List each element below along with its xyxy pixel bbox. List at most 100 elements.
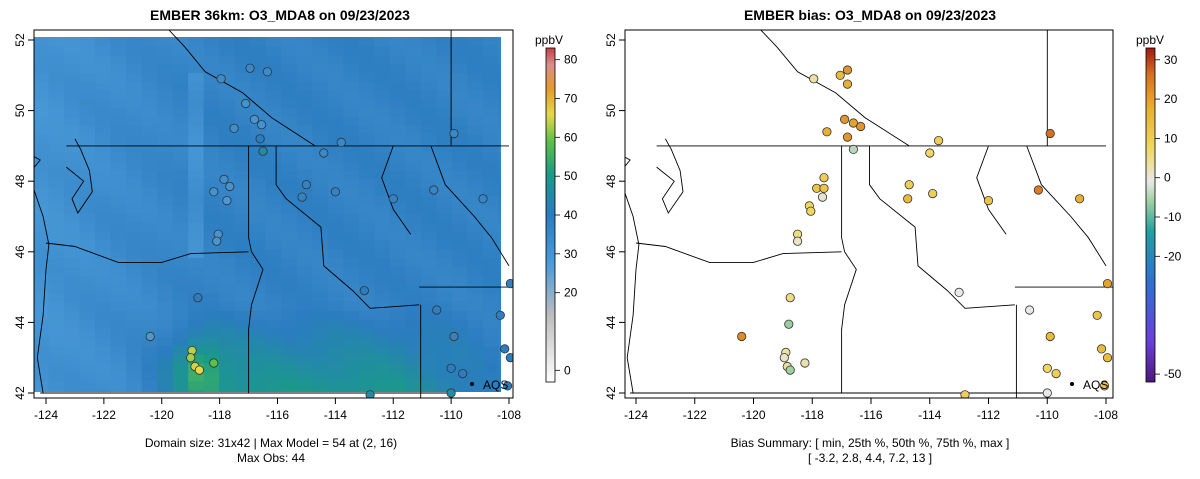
heatmap-cell bbox=[141, 196, 158, 206]
heatmap-cell bbox=[157, 363, 174, 374]
heatmap-cell bbox=[436, 90, 453, 101]
heatmap-cell bbox=[312, 108, 329, 118]
heatmap-cell bbox=[64, 319, 81, 330]
heatmap-cell bbox=[374, 310, 391, 321]
heatmap-cell bbox=[265, 354, 282, 365]
heatmap-cell bbox=[467, 240, 484, 250]
heatmap-cell bbox=[188, 231, 205, 242]
heatmap-cell bbox=[265, 302, 282, 312]
heatmap-cell bbox=[374, 258, 391, 268]
x-tick-label: -116 bbox=[266, 408, 289, 422]
heatmap-cell bbox=[34, 275, 50, 286]
heatmap-cell bbox=[95, 266, 112, 277]
heatmap-cell bbox=[203, 81, 220, 92]
heatmap-cell bbox=[281, 214, 298, 224]
monitor-site-marker bbox=[809, 74, 819, 84]
heatmap-cell bbox=[343, 258, 360, 268]
right-plot-frame bbox=[624, 29, 1114, 399]
heatmap-cell bbox=[312, 293, 329, 303]
heatmap-cell bbox=[482, 222, 500, 233]
heatmap-cell bbox=[79, 46, 96, 57]
heatmap-cell bbox=[110, 143, 127, 153]
heatmap-cell bbox=[48, 55, 65, 65]
heatmap-cell bbox=[48, 381, 65, 391]
heatmap-cell bbox=[467, 143, 484, 153]
heatmap-cell bbox=[64, 125, 81, 136]
heatmap-cell bbox=[188, 134, 205, 145]
heatmap-cell bbox=[343, 240, 360, 250]
heatmap-cell bbox=[312, 214, 329, 224]
heatmap-cell bbox=[126, 64, 143, 74]
heatmap-cell bbox=[451, 37, 469, 48]
heatmap-cell bbox=[79, 169, 96, 180]
heatmap-cell bbox=[358, 354, 375, 365]
monitor-site-marker bbox=[806, 206, 816, 216]
heatmap-cell bbox=[482, 46, 500, 57]
heatmap-cell bbox=[172, 354, 189, 365]
heatmap-cell bbox=[126, 372, 143, 382]
heatmap-cell bbox=[64, 310, 81, 321]
monitor-site-marker bbox=[842, 132, 853, 142]
heatmap-cell bbox=[265, 152, 282, 162]
heatmap-cell bbox=[405, 275, 422, 286]
monitor-site-marker bbox=[1099, 381, 1110, 391]
heatmap-cell bbox=[64, 214, 81, 224]
heatmap-cell bbox=[451, 231, 469, 242]
heatmap-cell bbox=[405, 346, 422, 356]
heatmap-cell bbox=[48, 205, 65, 215]
heatmap-cell bbox=[451, 363, 469, 374]
heatmap-cell bbox=[219, 222, 236, 233]
heatmap-cell bbox=[405, 310, 422, 321]
heatmap-cell bbox=[203, 134, 220, 145]
heatmap-cell bbox=[79, 249, 96, 259]
heatmap-cell bbox=[467, 266, 484, 277]
heatmap-cell bbox=[110, 178, 127, 189]
heatmap-cell bbox=[389, 231, 406, 242]
heatmap-cell bbox=[312, 143, 329, 153]
heatmap-cell bbox=[188, 214, 205, 224]
heatmap-cell bbox=[188, 222, 205, 233]
heatmap-cell bbox=[95, 275, 112, 286]
heatmap-cell bbox=[234, 302, 251, 312]
heatmap-cell bbox=[95, 284, 112, 294]
heatmap-cell bbox=[126, 293, 143, 303]
monitor-site-marker bbox=[928, 189, 938, 199]
heatmap-cell bbox=[327, 258, 344, 268]
colorbar-tick-label: 80 bbox=[564, 53, 578, 67]
heatmap-cell bbox=[482, 152, 500, 162]
monitor-site-marker bbox=[819, 183, 829, 193]
colorbar-tick-label: 30 bbox=[564, 247, 578, 261]
heatmap-cell bbox=[281, 266, 298, 277]
heatmap-cell bbox=[64, 363, 81, 374]
heatmap-cell bbox=[281, 337, 298, 347]
heatmap-cell bbox=[296, 117, 313, 127]
heatmap-cell bbox=[48, 284, 65, 294]
monitor-site-marker bbox=[933, 136, 944, 146]
heatmap-cell bbox=[219, 302, 236, 312]
heatmap-cell bbox=[343, 293, 360, 303]
heatmap-cell bbox=[281, 55, 298, 65]
heatmap-cell bbox=[327, 143, 344, 153]
heatmap-cell bbox=[281, 275, 298, 286]
heatmap-cell bbox=[467, 346, 484, 356]
heatmap-cell bbox=[48, 117, 65, 127]
heatmap-cell bbox=[203, 73, 220, 83]
heatmap-cell bbox=[389, 161, 406, 171]
heatmap-cell bbox=[482, 302, 500, 312]
monitor-site-marker bbox=[449, 331, 459, 342]
heatmap-cell bbox=[234, 73, 251, 83]
heatmap-cell bbox=[389, 205, 406, 215]
heatmap-cell bbox=[467, 161, 484, 171]
heatmap-cell bbox=[482, 205, 500, 215]
heatmap-cell bbox=[420, 117, 438, 127]
heatmap-cell bbox=[219, 205, 236, 215]
heatmap-cell bbox=[79, 134, 96, 145]
heatmap-cell bbox=[234, 258, 251, 268]
heatmap-cell bbox=[79, 99, 96, 109]
colorbar-tick-label: 0 bbox=[564, 363, 571, 377]
right-map-area bbox=[625, 30, 1113, 398]
border-line bbox=[381, 145, 411, 235]
heatmap-cell bbox=[157, 205, 174, 215]
heatmap-cell bbox=[296, 81, 313, 92]
heatmap-cell bbox=[141, 108, 158, 118]
